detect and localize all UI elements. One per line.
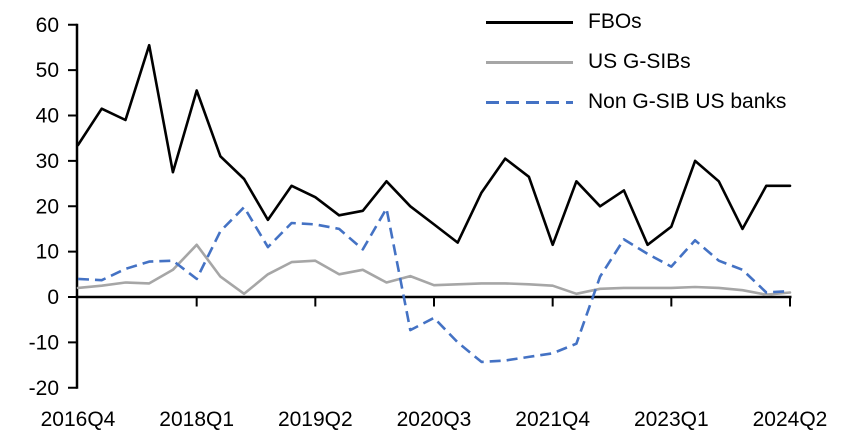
legend-item-us-g-sibs: US G-SIBs: [486, 42, 786, 82]
x-tick-label: 2021Q4: [515, 408, 590, 431]
y-tick-label: 60: [36, 14, 59, 37]
legend-label-non-g-sib-us-banks: Non G-SIB US banks: [588, 90, 787, 113]
y-tick-label: 40: [36, 105, 59, 128]
x-tick-label: 2020Q3: [397, 408, 472, 431]
y-tick-label: 10: [36, 241, 59, 264]
x-tick-label: 2018Q1: [159, 408, 234, 431]
legend-item-fbos: FBOs: [486, 2, 786, 42]
y-tick-label: 0: [47, 286, 59, 309]
y-tick-label: 20: [36, 195, 59, 218]
x-tick-label: 2019Q2: [278, 408, 353, 431]
x-tick-label: 2016Q4: [41, 408, 116, 431]
non-g-sib-us-banks-line-swatch: [486, 100, 573, 104]
us-g-sibs-line-swatch: [486, 60, 573, 64]
x-tick-label: 2023Q1: [634, 408, 709, 431]
y-tick-label: 30: [36, 150, 59, 173]
legend-item-non-g-sib-us-banks: Non G-SIB US banks: [486, 82, 786, 122]
series-line-fbos: [76, 43, 792, 247]
y-tick-label: -10: [29, 331, 59, 354]
legend: FBOs US G-SIBs Non G-SIB US banks: [486, 2, 786, 122]
y-tick-label: -20: [29, 377, 59, 400]
x-tick-label: 2024Q2: [753, 408, 828, 431]
y-tick-label: 50: [36, 59, 59, 82]
legend-label-us-g-sibs: US G-SIBs: [588, 50, 691, 73]
legend-label-fbos: FBOs: [588, 10, 642, 33]
series-line-non-g-sib-us-banks: [77, 205, 791, 364]
series-line-us-g-sibs: [76, 243, 792, 297]
fbos-line-swatch: [486, 20, 573, 24]
